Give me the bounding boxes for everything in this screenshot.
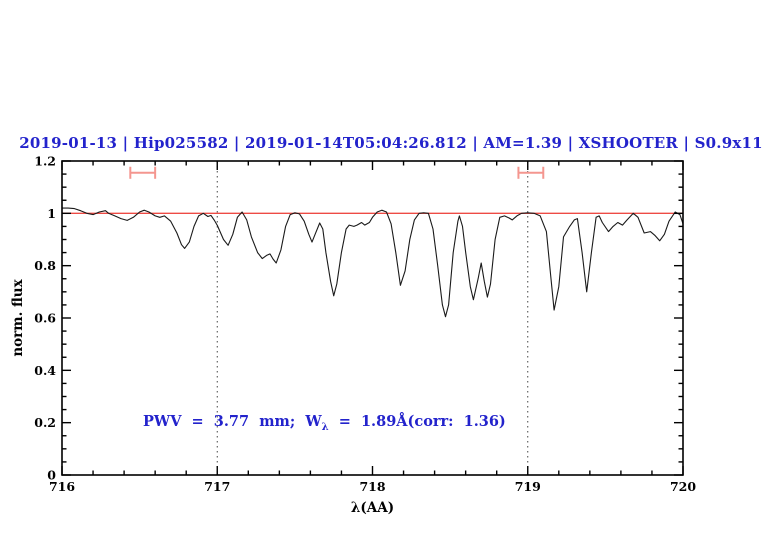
series-telluric-spectrum: [62, 207, 684, 318]
y-tick-label-1.2: 1.2: [34, 154, 56, 169]
pwv-annotation-suffix: = 1.89Å(corr: 1.36): [328, 413, 506, 430]
x-tick-label-720: 720: [670, 479, 696, 494]
pwv-annotation: PWV = 3.77 mm; Wλ = 1.89Å(corr: 1.36): [143, 413, 506, 433]
y-tick-label-0.2: 0.2: [34, 415, 56, 430]
y-axis-label: norm. flux: [10, 279, 26, 357]
pwv-annotation-lambda-subscript: λ: [321, 421, 329, 433]
y-tick-label-0: 0: [47, 468, 56, 483]
y-tick-label-0.4: 0.4: [34, 363, 56, 378]
x-tick-label-718: 718: [359, 479, 385, 494]
x-tick-label-716: 716: [49, 479, 75, 494]
plot-title: 2019-01-13 | Hip025582 | 2019-01-14T05:0…: [19, 134, 763, 152]
pwv-annotation-prefix: PWV = 3.77 mm; W: [143, 413, 322, 430]
x-axis-label: λ(AA): [350, 500, 395, 516]
y-tick-label-1: 1: [47, 206, 56, 221]
x-tick-label-717: 717: [204, 479, 230, 494]
y-tick-label-0.8: 0.8: [34, 258, 56, 273]
x-tick-label-719: 719: [515, 479, 541, 494]
y-tick-label-0.6: 0.6: [34, 311, 56, 326]
